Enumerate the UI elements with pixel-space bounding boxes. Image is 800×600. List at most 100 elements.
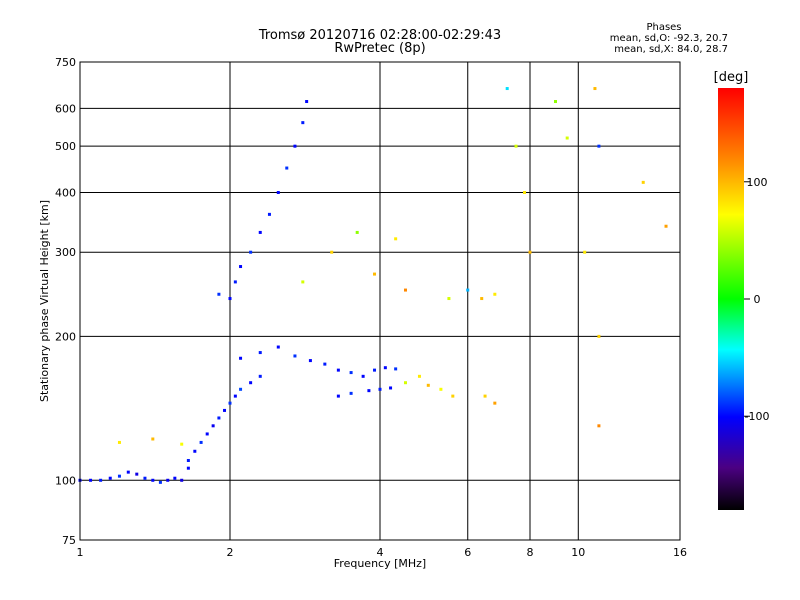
data-point (641, 180, 645, 184)
data-point (293, 144, 297, 148)
data-point (276, 190, 280, 194)
data-point (258, 374, 262, 378)
data-point (239, 356, 243, 360)
data-point (117, 440, 121, 444)
data-point (336, 394, 340, 398)
data-point (593, 87, 597, 91)
chart-title: Tromsø 20120716 02:28:00-02:29:43 (258, 28, 502, 43)
x-tick-label: 6 (464, 546, 471, 559)
phases-heading: Phases (646, 22, 682, 33)
data-point (597, 144, 601, 148)
data-point (493, 401, 497, 405)
data-point (480, 297, 484, 301)
data-point (373, 272, 377, 276)
colorbar-ticks: 100 0 -100 (744, 176, 769, 423)
data-point (597, 424, 601, 428)
data-point (285, 166, 289, 170)
data-point (180, 478, 184, 482)
data-point (523, 190, 527, 194)
data-point (239, 387, 243, 391)
chart-subtitle: RwPretec (8p) (334, 41, 426, 56)
scatter-points (78, 87, 668, 484)
data-point (193, 449, 197, 453)
data-point (305, 100, 309, 104)
data-point (349, 391, 353, 395)
data-point (143, 476, 147, 480)
data-point (367, 389, 371, 393)
data-point (308, 359, 312, 363)
y-tick-label: 600 (55, 102, 76, 115)
y-tick-label: 400 (55, 186, 76, 199)
y-axis-ticks: 75 100 200 300 400 500 600 750 (55, 56, 76, 547)
colorbar-tick-label: -100 (745, 410, 770, 423)
phase-colorbar (718, 88, 744, 510)
y-tick-label: 750 (55, 56, 76, 69)
x-tick-label: 4 (377, 546, 384, 559)
data-point (389, 386, 393, 390)
data-point (233, 280, 237, 284)
data-point (267, 212, 271, 216)
y-tick-label: 500 (55, 140, 76, 153)
data-point (597, 334, 601, 338)
data-point (451, 394, 455, 398)
data-point (186, 458, 190, 462)
y-tick-label: 200 (55, 330, 76, 343)
data-point (199, 440, 203, 444)
data-point (249, 250, 253, 254)
data-point (447, 297, 451, 301)
data-point (373, 368, 377, 372)
data-point (514, 144, 518, 148)
data-point (383, 366, 387, 370)
phases-note: Phases mean, sd,O: -92.3, 20.7 mean, sd,… (600, 22, 728, 55)
colorbar-tick-label: 0 (754, 293, 761, 306)
data-point (336, 368, 340, 372)
data-point (166, 478, 170, 482)
y-tick-label: 300 (55, 246, 76, 259)
data-point (249, 381, 253, 385)
data-point (349, 371, 353, 375)
data-point (466, 288, 470, 292)
x-tick-label: 8 (527, 546, 534, 559)
data-point (223, 408, 227, 412)
data-point (108, 476, 112, 480)
data-point (583, 250, 587, 254)
data-point (217, 416, 221, 420)
data-point (258, 230, 262, 234)
phases-mean-o: mean, sd,O: -92.3, 20.7 (609, 33, 728, 44)
phases-mean-x: mean, sd,X: 84.0, 28.7 (614, 44, 728, 55)
colorbar-tick-label: 100 (747, 176, 768, 189)
data-point (151, 478, 155, 482)
data-point (439, 387, 443, 391)
y-axis-label: Stationary phase Virtual Height [km] (38, 200, 51, 402)
data-point (135, 472, 139, 476)
x-tick-label: 16 (673, 546, 687, 559)
data-point (330, 250, 334, 254)
data-point (205, 432, 209, 436)
x-axis-ticks: 1 2 4 6 8 10 16 (77, 546, 688, 559)
data-point (293, 354, 297, 358)
data-point (493, 292, 497, 296)
data-point (117, 474, 121, 478)
data-point (217, 292, 221, 296)
data-point (158, 480, 162, 484)
data-point (239, 265, 243, 269)
y-tick-label: 100 (55, 474, 76, 487)
data-point (180, 442, 184, 446)
data-point (151, 437, 155, 441)
data-point (361, 374, 365, 378)
grid-lines (80, 62, 680, 540)
data-point (394, 237, 398, 241)
data-point (664, 224, 668, 228)
data-point (99, 478, 103, 482)
x-tick-label: 1 (77, 546, 84, 559)
data-point (301, 280, 305, 284)
data-point (186, 466, 190, 470)
y-tick-label: 75 (62, 534, 76, 547)
data-point (228, 297, 232, 301)
data-point (233, 394, 237, 398)
data-point (355, 230, 359, 234)
data-point (505, 87, 509, 91)
data-point (211, 424, 215, 428)
x-tick-label: 2 (227, 546, 234, 559)
